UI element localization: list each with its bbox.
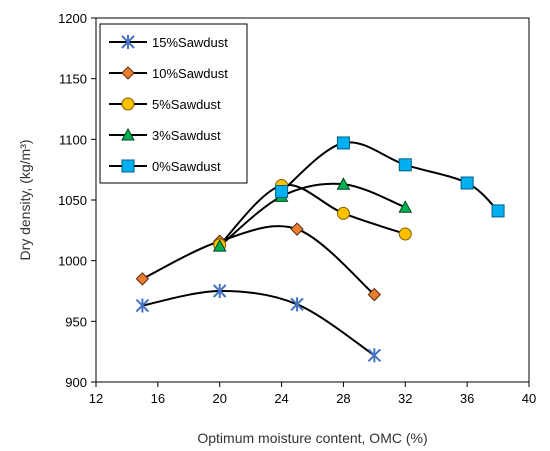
data-point	[135, 298, 150, 313]
legend-label: 3%Sawdust	[152, 128, 221, 143]
series-markers	[135, 136, 505, 363]
legend-marker	[121, 66, 135, 80]
data-point	[491, 204, 505, 218]
legend-label: 0%Sawdust	[152, 159, 221, 174]
y-tick-label: 1200	[58, 11, 87, 26]
y-tick-label: 1150	[59, 72, 87, 87]
data-point	[336, 136, 350, 150]
x-tick-label: 16	[151, 391, 165, 406]
y-tick-label: 1100	[59, 132, 87, 147]
x-tick-label: 32	[398, 391, 412, 406]
x-tick-label: 36	[460, 391, 474, 406]
series-line	[142, 289, 375, 357]
data-point	[336, 206, 350, 220]
x-tick-label: 12	[89, 391, 103, 406]
series-line	[219, 183, 406, 246]
x-tick-label: 28	[336, 391, 350, 406]
data-point	[290, 297, 304, 312]
x-tick-label: 24	[274, 391, 288, 406]
y-axis-label: Dry density, (kg/m³)	[17, 139, 33, 260]
series-line	[219, 182, 406, 247]
data-point	[336, 177, 351, 190]
data-point	[213, 284, 227, 298]
axes: 12 16 20 24 28 32 36 40 900 950 1000 1050 1100 1150 12…	[58, 11, 536, 406]
y-tick-label: 1000	[58, 254, 87, 269]
data-point	[135, 272, 150, 286]
data-point	[398, 200, 413, 213]
legend-marker	[121, 159, 135, 173]
y-tick-label: 1050	[58, 193, 87, 208]
data-point	[367, 348, 382, 363]
x-tick-label: 20	[212, 391, 226, 406]
legend-label: 10%Sawdust	[152, 66, 228, 81]
data-point	[398, 227, 412, 241]
y-tick-label: 950	[65, 314, 87, 329]
legend: 15%Sawdust 10%Sawdust 5%Sawdust 3%Sawdust 0%…	[99, 23, 248, 184]
y-tick-label: 900	[65, 375, 87, 390]
x-axis-label: Optimum moisture content, OMC (%)	[197, 430, 427, 446]
x-tick-label: 40	[522, 391, 536, 406]
legend-label: 15%Sawdust	[152, 35, 228, 50]
data-point	[275, 185, 289, 199]
data-point	[367, 287, 382, 302]
data-point	[460, 176, 474, 190]
data-point	[290, 222, 304, 236]
data-point	[398, 158, 412, 172]
legend-marker	[121, 35, 135, 49]
legend-marker	[121, 97, 135, 111]
series-line	[141, 225, 376, 296]
legend-marker	[121, 127, 135, 141]
legend-label: 5%Sawdust	[152, 97, 221, 112]
data-point	[212, 239, 227, 252]
